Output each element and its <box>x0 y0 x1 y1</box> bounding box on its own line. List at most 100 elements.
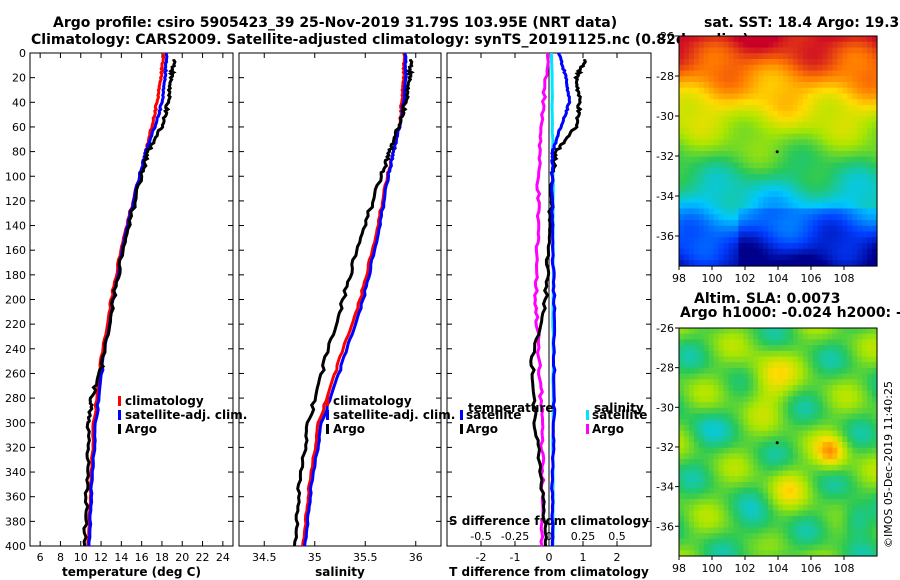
map-cell <box>797 447 804 454</box>
map-cell <box>763 53 769 60</box>
map-cell <box>837 521 843 529</box>
map-cell <box>753 185 759 192</box>
map-cell <box>842 156 848 164</box>
map-cell <box>728 53 735 60</box>
map-cell <box>718 379 725 386</box>
map-cell <box>693 533 700 540</box>
map-cell <box>852 70 858 77</box>
map-cell <box>753 156 759 164</box>
map-cell <box>787 487 794 494</box>
map-cell <box>812 362 819 369</box>
map-cell <box>847 442 853 449</box>
map-cell <box>807 499 814 506</box>
map-cell <box>743 407 749 415</box>
map-cell <box>787 345 794 352</box>
map-cell <box>723 214 730 221</box>
map-cell <box>693 430 700 437</box>
map-cell <box>842 116 848 123</box>
map-cell <box>758 367 764 375</box>
map-cell <box>797 402 804 409</box>
map-cell <box>743 499 749 506</box>
map-cell <box>753 550 759 557</box>
map-cell <box>867 145 873 152</box>
map-cell <box>708 504 715 511</box>
map-cell <box>872 76 878 83</box>
map-cell <box>787 373 794 380</box>
map-cell <box>787 116 794 123</box>
map-cell <box>822 168 829 175</box>
map-cell <box>778 510 784 517</box>
map-cell <box>812 70 819 77</box>
map-cell <box>768 333 774 340</box>
map-cell <box>837 328 843 335</box>
x-tick-label: 106 <box>801 272 822 285</box>
map-cell <box>797 53 804 60</box>
map-cell <box>718 93 725 100</box>
map-cell <box>852 430 858 437</box>
x-tick-label: 102 <box>735 272 756 285</box>
map-cell <box>708 162 715 169</box>
map-cell <box>852 516 858 523</box>
map-cell <box>698 128 705 135</box>
map-cell <box>713 105 720 112</box>
map-cell <box>703 99 710 106</box>
map-cell <box>782 544 789 551</box>
map-cell <box>683 367 690 375</box>
map-cell <box>738 220 744 227</box>
map-cell <box>822 116 829 123</box>
map-cell <box>738 225 744 233</box>
map-cell <box>693 128 700 135</box>
map-cell <box>778 179 784 187</box>
map-cell <box>713 350 720 358</box>
legend-salinity-title: salinity <box>594 401 644 415</box>
map-cell <box>782 110 789 118</box>
map-cell <box>713 116 720 123</box>
map-cell <box>718 254 725 261</box>
map-cell <box>773 87 779 95</box>
map-cell <box>802 510 809 517</box>
map-cell <box>837 133 843 141</box>
map-cell <box>748 185 754 192</box>
map-cell <box>822 225 829 233</box>
map-cell <box>688 64 695 72</box>
series-temperature-satellite <box>550 52 572 547</box>
map-cell <box>703 390 710 397</box>
map-cell <box>792 99 799 106</box>
map-cell <box>857 367 863 375</box>
map-cell <box>723 151 730 158</box>
map-cell <box>698 191 705 198</box>
map-cell <box>763 197 769 204</box>
map-cell <box>703 128 710 135</box>
map-cell <box>763 504 769 511</box>
map-cell <box>807 339 814 346</box>
map-cell <box>787 128 794 135</box>
map-cell <box>738 464 744 472</box>
map-cell <box>693 447 700 454</box>
map-cell <box>862 237 868 244</box>
map-cell <box>847 464 853 472</box>
map-cell <box>718 243 725 250</box>
map-cell <box>862 243 868 250</box>
map-cell <box>792 550 799 557</box>
map-cell <box>797 185 804 192</box>
map-cell <box>778 116 784 123</box>
y-tick-label: 200 <box>5 294 26 307</box>
map-cell <box>867 527 873 534</box>
map-cell <box>817 128 824 135</box>
map-cell <box>812 493 819 500</box>
map-cell <box>698 538 705 546</box>
map-cell <box>778 402 784 409</box>
map-cell <box>773 373 779 380</box>
map-cell <box>862 41 868 49</box>
legend-label: satellite-adj. clim. <box>333 408 455 422</box>
map-cell <box>782 470 789 477</box>
map-cell <box>738 459 744 466</box>
map-cell <box>822 345 829 352</box>
map-cell <box>768 527 774 534</box>
map-cell <box>778 36 784 43</box>
map-cell <box>827 430 834 437</box>
map-cell <box>748 243 754 250</box>
map-cell <box>857 424 863 432</box>
map-cell <box>763 350 769 358</box>
map-cell <box>782 185 789 192</box>
